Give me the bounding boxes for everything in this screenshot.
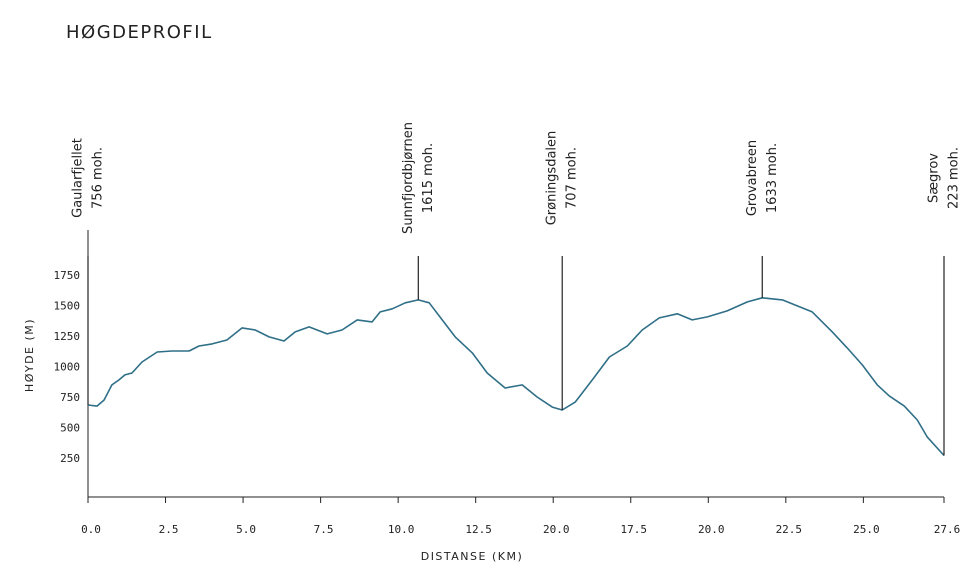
x-tick-label: 20.0 <box>698 523 725 536</box>
y-tick-label: 1750 <box>54 269 81 282</box>
landmark-elevation: 1633 moh. <box>765 143 780 213</box>
x-axis-label: DISTANSE (KM) <box>421 550 524 563</box>
y-tick-label: 1000 <box>54 360 81 373</box>
landmark-name: Gaularfjellet <box>71 138 86 218</box>
y-tick-label: 500 <box>60 422 80 435</box>
x-tick-label: 0.0 <box>81 523 101 536</box>
x-tick-label: 12.5 <box>465 523 492 536</box>
x-tick-label: 20.0 <box>543 523 570 536</box>
y-axis-label: HØYDE (M) <box>23 318 36 392</box>
x-tick-label: 10.0 <box>388 523 415 536</box>
x-tick-label: 17.5 <box>621 523 648 536</box>
y-tick-label: 1250 <box>54 330 81 343</box>
y-tick-label: 250 <box>60 452 80 465</box>
y-tick-label: 1500 <box>54 299 81 312</box>
x-tick-label: 2.5 <box>159 523 179 536</box>
landmark-name: Grøningsdalen <box>545 131 560 226</box>
landmark-elevation: 756 moh. <box>91 147 106 209</box>
landmark-name: Sægrov <box>927 153 942 203</box>
landmark-name: Sunnfjordbjørnen <box>401 122 416 234</box>
landmark-elevation: 1615 moh. <box>421 143 436 213</box>
x-tick-label: 7.5 <box>314 523 334 536</box>
x-tick-label: 27.6 <box>934 523 961 536</box>
chart-title: HØGDEPROFIL <box>66 22 213 43</box>
x-tick-label: 5.0 <box>236 523 256 536</box>
landmark-elevation: 223 moh. <box>947 147 962 209</box>
x-tick-label: 25.0 <box>853 523 880 536</box>
landmark-elevation: 707 moh. <box>565 147 580 209</box>
landmark-name: Grovabreen <box>745 140 760 216</box>
x-tick-label: 22.5 <box>776 523 803 536</box>
y-tick-label: 750 <box>60 391 80 404</box>
elevation-line <box>87 297 945 457</box>
